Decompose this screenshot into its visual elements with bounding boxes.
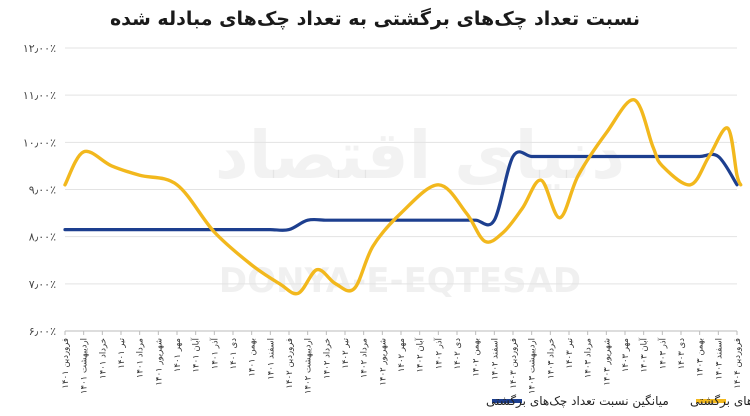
x-tick-label: خرداد ۱۴۰۲ — [322, 338, 332, 379]
x-tick-label: شهریور ۱۴۰۲ — [378, 338, 388, 386]
x-tick-label: دی ۱۴۰۲ — [453, 338, 463, 370]
x-tick-label: بهمن ۱۴۰۱ — [248, 338, 258, 377]
x-tick-label: فروردین ۱۴۰۱ — [61, 338, 71, 389]
x-tick-label: اردیبهشت ۱۴۰۲ — [304, 338, 314, 394]
x-tick-label: مهر ۱۴۰۱ — [173, 338, 183, 372]
x-tick-label: آذر ۱۴۰۱ — [208, 337, 220, 369]
x-tick-label: آذر ۱۴۰۳ — [656, 337, 668, 369]
legend: نسبت چک‌های برگشتی میانگین نسبت تعداد چک‌… — [486, 394, 750, 409]
x-tick-label: تیر ۱۴۰۲ — [341, 337, 351, 368]
legend-label-average: میانگین نسبت تعداد چک‌های برگشتی — [486, 394, 669, 409]
y-tick-label: ۱۱٫۰۰٪ — [23, 89, 56, 102]
y-axis: ۶٫۰۰٪ ۷٫۰۰٪ ۸٫۰۰٪ ۹٫۰۰٪ ۱۰٫۰۰٪ ۱۱٫۰۰٪ ۱۲٫۰۰٪ — [23, 42, 56, 338]
x-tick-label: اردیبهشت ۱۴۰۳ — [528, 338, 538, 394]
x-tick-label: آبان ۱۴۰۱ — [190, 337, 202, 372]
y-tick-label: ۱۰٫۰۰٪ — [23, 136, 56, 149]
x-tick-label: فروردین ۱۴۰۳ — [509, 338, 519, 389]
x-tick-label: مرداد ۱۴۰۲ — [360, 338, 370, 378]
x-tick-label: آذر ۱۴۰۲ — [432, 337, 444, 369]
series-lines — [63, 98, 743, 296]
x-tick-label: آبان ۱۴۰۳ — [638, 337, 650, 372]
chart-title: نسبت تعداد چک‌های برگشتی به تعداد چک‌های… — [109, 8, 641, 30]
x-tick-label: شهریور ۱۴۰۱ — [154, 338, 164, 386]
x-tick-label: فروردین ۱۴۰۴ — [733, 338, 743, 389]
x-tick-label: اردیبهشت ۱۴۰۱ — [80, 338, 90, 394]
x-tick-label: اسفند ۱۴۰۳ — [714, 338, 724, 380]
watermark-english: DONYA-E-EQTESAD — [219, 261, 581, 301]
legend-label-ratio: نسبت چک‌های برگشتی — [690, 394, 750, 409]
y-tick-label: ۱۲٫۰۰٪ — [23, 42, 56, 55]
x-tick-label: آبان ۱۴۰۲ — [414, 337, 426, 372]
x-tick-label: دی ۱۴۰۳ — [677, 338, 687, 370]
y-tick-label: ۹٫۰۰٪ — [29, 184, 56, 197]
x-tick-label: خرداد ۱۴۰۳ — [546, 338, 556, 379]
series-line-average — [63, 150, 739, 232]
x-tick-label: شهریور ۱۴۰۳ — [602, 338, 612, 386]
x-tick-label: بهمن ۱۴۰۲ — [472, 338, 482, 377]
x-tick-label: مرداد ۱۴۰۱ — [136, 338, 146, 378]
x-tick-label: تیر ۱۴۰۳ — [565, 337, 575, 368]
x-tick-label: فروردین ۱۴۰۲ — [285, 338, 295, 389]
y-tick-label: ۶٫۰۰٪ — [29, 325, 56, 338]
x-tick-label: خرداد ۱۴۰۱ — [98, 338, 108, 379]
watermark: دنیای اقتصاد DONYA-E-EQTESAD — [215, 117, 625, 301]
x-tick-label: دی ۱۴۰۱ — [229, 338, 239, 370]
series-line-ratio — [63, 98, 743, 296]
x-tick-label: اسفند ۱۴۰۱ — [266, 338, 276, 380]
x-tick-label: مهر ۱۴۰۳ — [621, 338, 631, 372]
x-tick-label: مرداد ۱۴۰۳ — [584, 338, 594, 378]
y-tick-label: ۷٫۰۰٪ — [29, 278, 56, 291]
x-tick-label: مهر ۱۴۰۲ — [397, 338, 407, 372]
x-tick-label: بهمن ۱۴۰۳ — [696, 338, 706, 377]
y-tick-label: ۸٫۰۰٪ — [29, 231, 56, 244]
x-tick-label: اسفند ۱۴۰۲ — [490, 338, 500, 380]
x-axis: فروردین ۱۴۰۱ اردیبهشت ۱۴۰۱ خرداد ۱۴۰۱ تیر ۱… — [61, 330, 743, 394]
x-tick-label: تیر ۱۴۰۱ — [117, 337, 127, 368]
